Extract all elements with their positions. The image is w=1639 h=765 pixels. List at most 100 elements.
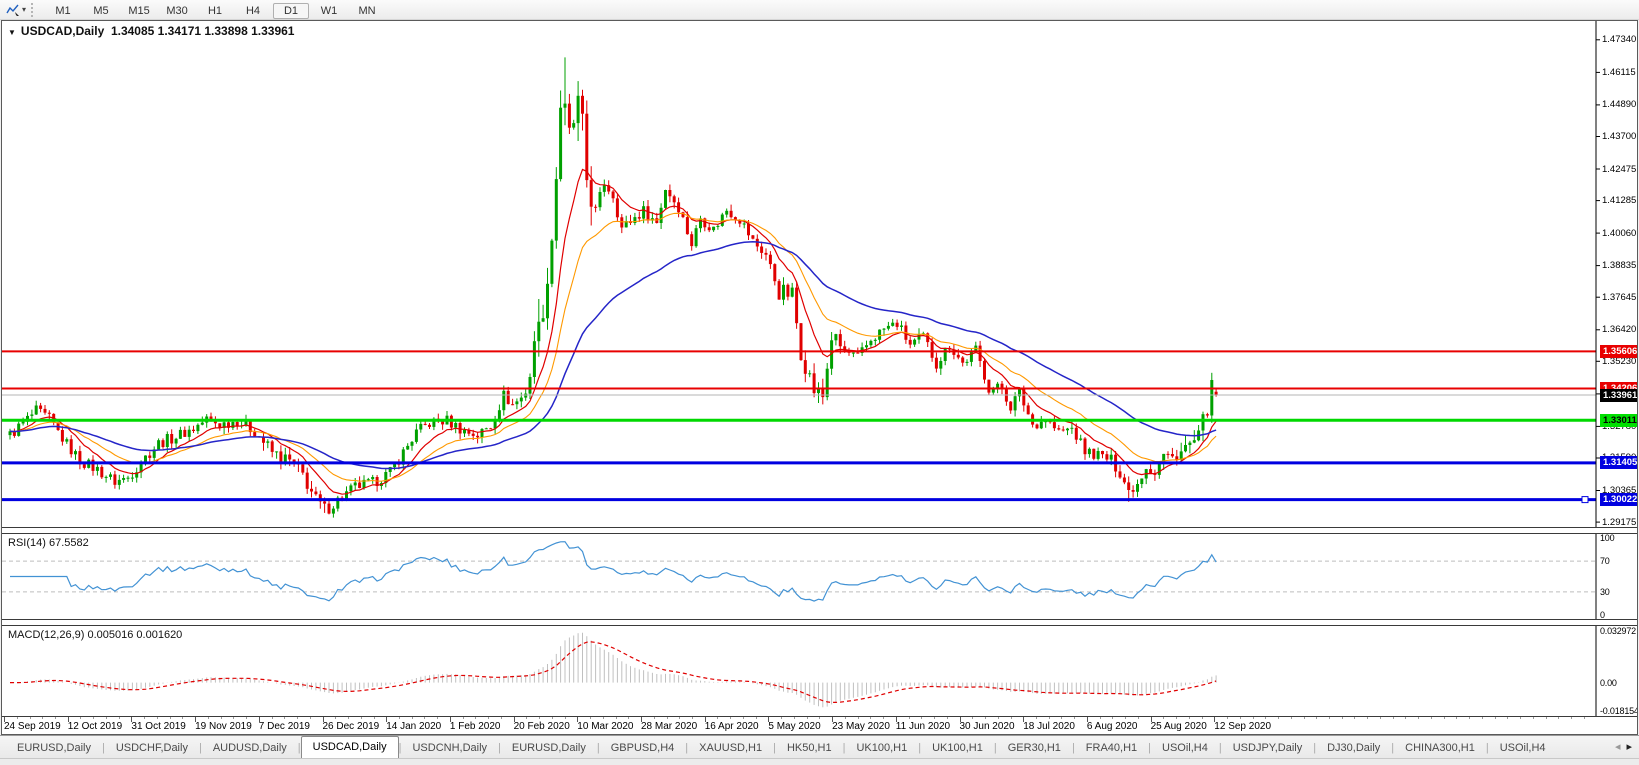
time-minor-tick [1558, 717, 1560, 719]
tab-scroll-left-icon[interactable]: ◂ [1614, 741, 1621, 753]
chart-tab-usdcad-daily[interactable]: USDCAD,Daily [300, 736, 399, 758]
time-minor-tick [1430, 717, 1432, 719]
rsi-axis[interactable]: 100 70 30 0 [1598, 534, 1637, 619]
time-minor-tick [207, 717, 209, 719]
macd-axis[interactable]: 0.032972 0.00 -0.018154 [1598, 626, 1637, 716]
time-minor-tick [335, 717, 337, 719]
chart-tab-ger30-h1[interactable]: GER30,H1 [1007, 742, 1061, 754]
timeframe-button-d1[interactable]: D1 [273, 2, 310, 19]
time-minor-tick [615, 717, 617, 719]
time-minor-tick [742, 717, 744, 719]
price-level-badge: 1.30022 [1600, 493, 1637, 507]
time-minor-tick [1303, 717, 1305, 719]
time-minor-tick [233, 717, 235, 719]
time-major-tick [959, 717, 961, 722]
date-label: 14 Jan 2020 [386, 721, 442, 732]
price-chart-canvas[interactable] [2, 21, 1637, 527]
tool-dropdown-caret[interactable]: ▾ [22, 5, 27, 14]
time-minor-tick [1329, 717, 1330, 719]
tab-separator: | [398, 742, 402, 754]
price-axis[interactable]: 1.47340 1.46115 1.44890 1.43700 1.42475 1.412… [1598, 21, 1637, 527]
time-minor-tick [437, 717, 439, 719]
time-minor-tick [819, 717, 821, 719]
timeframe-button-h1[interactable]: H1 [207, 4, 223, 17]
rsi-canvas[interactable] [2, 534, 1637, 619]
pane-splitter[interactable] [2, 527, 1637, 534]
chart-tab-usdcnh-daily[interactable]: USDCNH,Daily [412, 742, 488, 754]
time-minor-tick [1112, 717, 1114, 719]
time-minor-tick [475, 717, 477, 719]
time-major-tick [131, 717, 133, 722]
tab-separator: | [773, 742, 776, 754]
chart-tab-fra40-h1[interactable]: FRA40,H1 [1085, 742, 1138, 754]
tab-separator: | [1391, 742, 1395, 754]
time-major-tick [67, 717, 69, 722]
chart-tab-usoil-h4[interactable]: USOil,H4 [1499, 742, 1546, 754]
time-minor-tick [755, 717, 757, 719]
chart-tab-dj30-daily[interactable]: DJ30,Daily [1327, 742, 1381, 754]
chart-tab-eurusd-daily[interactable]: EURUSD,Daily [511, 742, 586, 754]
chart-tab-uk100-h1[interactable]: UK100,H1 [856, 742, 908, 754]
chart-tab-usdjpy-daily[interactable]: USDJPY,Daily [1232, 742, 1303, 754]
time-minor-tick [602, 717, 604, 719]
time-minor-tick [1201, 717, 1203, 719]
chart-tab-china300-h1[interactable]: CHINA300,H1 [1405, 742, 1475, 754]
tab-scroll-right-icon[interactable]: ▸ [1626, 741, 1632, 753]
time-axis[interactable]: 24 Sep 2019 12 Oct 2019 31 Oct 2019 19 Nov … [2, 716, 1637, 734]
crosshair-tool-icon[interactable] [4, 2, 22, 18]
timeframe-button-mn[interactable]: MN [358, 4, 376, 17]
price-tick: 1.36420 [1602, 324, 1637, 336]
price-tick: 1.29175 [1602, 516, 1637, 527]
date-label: 10 Mar 2020 [577, 721, 634, 732]
chart-tab-eurusd-daily[interactable]: EURUSD,Daily [17, 742, 91, 754]
timeframe-button-m5[interactable]: M5 [93, 4, 109, 17]
chart-collapse-icon[interactable]: ▼ [8, 28, 16, 37]
time-minor-tick [997, 717, 999, 719]
time-minor-tick [309, 717, 311, 719]
time-minor-tick [564, 717, 566, 719]
toolbar: ▾ M1 M5 M15 M30 H1 H4 D1 W1 MN [0, 0, 1639, 20]
time-minor-tick [1099, 717, 1101, 719]
time-minor-tick [1061, 717, 1063, 719]
time-minor-tick [539, 717, 541, 719]
time-minor-tick [1405, 717, 1407, 719]
price-tick: 1.38835 [1602, 260, 1637, 272]
timeframe-button-h4[interactable]: H4 [245, 4, 261, 17]
pane-splitter[interactable] [2, 619, 1637, 626]
chart-tab-usdchf-daily[interactable]: USDCHF,Daily [115, 742, 188, 754]
time-minor-tick [1290, 717, 1292, 719]
tab-separator: | [198, 742, 202, 754]
time-major-tick [449, 717, 451, 722]
time-minor-tick [360, 717, 362, 719]
time-minor-tick [1227, 717, 1228, 719]
time-minor-tick [1367, 717, 1369, 719]
chart-tab-audusd-daily[interactable]: AUDUSD,Daily [212, 742, 287, 754]
chart-tab-usoil-h4[interactable]: USOil,H4 [1162, 742, 1208, 754]
time-minor-tick [1354, 717, 1356, 719]
time-major-tick [895, 717, 897, 722]
price-tick: 1.41285 [1602, 195, 1637, 207]
time-minor-tick [1048, 717, 1050, 719]
timeframe-button-m30[interactable]: M30 [166, 4, 188, 17]
chart-tab-xauusd-h1[interactable]: XAUUSD,H1 [699, 742, 763, 754]
toolbar-grip [31, 2, 38, 17]
chart-tab-uk100-h1[interactable]: UK100,H1 [932, 742, 983, 754]
chart-tab-bar: EURUSD,Daily | USDCHF,Daily | AUDUSD,Daily | U… [0, 735, 1639, 758]
rsi-scale-tick: 30 [1600, 586, 1610, 597]
price-level-badge: 1.35606 [1600, 344, 1637, 358]
timeframe-button-m15[interactable]: M15 [128, 4, 150, 17]
time-major-tick [704, 717, 706, 722]
time-minor-tick [424, 717, 426, 719]
macd-canvas[interactable] [2, 626, 1637, 716]
time-minor-tick [666, 717, 668, 719]
chart-tab-hk50-h1[interactable]: HK50,H1 [786, 742, 832, 754]
chart-title: ▼ USDCAD,Daily 1.34085 1.34171 1.33898 1.… [8, 24, 294, 38]
price-tick: 1.46115 [1602, 66, 1636, 78]
date-label: 31 Oct 2019 [131, 721, 186, 732]
timeframe-button-w1[interactable]: W1 [320, 4, 338, 17]
timeframe-button-m1[interactable]: M1 [55, 4, 71, 17]
chart-tab-gbpusd-h4[interactable]: GBPUSD,H4 [610, 742, 675, 754]
price-tick: 1.42475 [1602, 163, 1637, 175]
time-minor-tick [1443, 717, 1445, 719]
time-minor-tick [55, 717, 56, 719]
